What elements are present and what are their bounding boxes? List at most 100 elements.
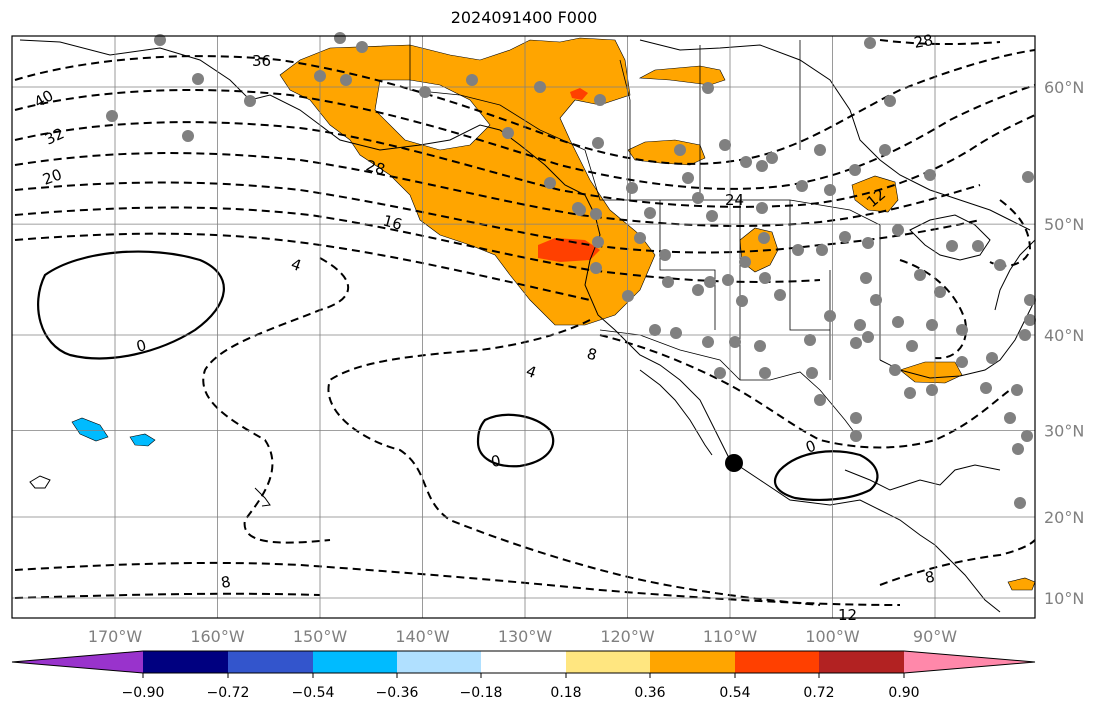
contour-label: 20 xyxy=(40,165,64,188)
contour-label: 8 xyxy=(220,573,233,592)
station-dot xyxy=(622,290,634,302)
colorbar-tick-label: −0.54 xyxy=(292,685,335,701)
station-dot xyxy=(980,382,992,394)
positive-anomaly-atlantic xyxy=(1007,577,1036,591)
station-dot xyxy=(340,74,352,86)
station-dot xyxy=(534,81,546,93)
station-dot xyxy=(870,294,882,306)
station-dot xyxy=(862,237,874,249)
contour-label: 8 xyxy=(585,344,599,364)
station-dot xyxy=(722,274,734,286)
station-dot xyxy=(759,367,771,379)
station-dot xyxy=(850,337,862,349)
station-dot xyxy=(956,324,968,336)
colorbar-segment xyxy=(228,651,313,673)
station-dot xyxy=(754,340,766,352)
province-lines xyxy=(619,40,801,200)
station-dot xyxy=(626,182,638,194)
station-dot xyxy=(756,160,768,172)
station-dot xyxy=(889,364,901,376)
station-dot xyxy=(244,95,256,107)
station-dot xyxy=(192,73,204,85)
station-dot xyxy=(850,412,862,424)
station-dot xyxy=(1022,171,1034,183)
contour-0-pacific xyxy=(37,250,225,360)
baja-california-coast xyxy=(639,369,713,456)
station-dot xyxy=(714,367,726,379)
longitude-label: 160°W xyxy=(190,627,245,646)
colorbar-segment xyxy=(481,651,566,673)
station-dot xyxy=(756,202,768,214)
station-dot xyxy=(106,110,118,122)
station-dot xyxy=(758,232,770,244)
contour-label: 0 xyxy=(134,336,148,356)
contour-8-south xyxy=(599,334,1011,449)
station-dot xyxy=(926,319,938,331)
station-dot xyxy=(590,208,602,220)
station-dot xyxy=(594,94,606,106)
station-dot xyxy=(926,384,938,396)
colorbar xyxy=(11,650,1036,674)
station-dot xyxy=(544,177,556,189)
station-dot xyxy=(592,236,604,248)
colorbar-tick-label: −0.72 xyxy=(207,685,250,701)
station-dot xyxy=(814,144,826,156)
contour-28-north xyxy=(879,39,1001,46)
station-dot xyxy=(659,249,671,261)
latitude-label: 20°N xyxy=(1044,508,1084,527)
station-dot xyxy=(849,164,861,176)
station-dot xyxy=(692,284,704,296)
station-dot xyxy=(182,130,194,142)
station-dot xyxy=(986,352,998,364)
longitude-label: 170°W xyxy=(88,627,143,646)
contour-28 xyxy=(14,114,1036,208)
contour-label: 28 xyxy=(913,31,935,52)
station-dot xyxy=(662,276,674,288)
station-dot xyxy=(574,204,586,216)
great-lakes xyxy=(909,214,991,261)
station-dot xyxy=(1011,384,1023,396)
colorbar-tick-label: −0.18 xyxy=(460,685,503,701)
colorbar-segment xyxy=(143,651,228,673)
station-dot xyxy=(682,172,694,184)
station-dot xyxy=(740,156,752,168)
station-dot xyxy=(892,224,904,236)
station-dot xyxy=(862,331,874,343)
station-dot xyxy=(466,74,478,86)
colorbar-segment xyxy=(566,651,650,673)
station-dot xyxy=(729,336,741,348)
station-dot xyxy=(814,394,826,406)
contour-32 xyxy=(14,84,1036,190)
station-dot xyxy=(879,144,891,156)
atlantic-coast xyxy=(994,239,1036,311)
station-dot xyxy=(1014,497,1026,509)
latitude-label: 40°N xyxy=(1044,326,1084,345)
colorbar-tick-label: −0.36 xyxy=(376,685,419,701)
station-dot xyxy=(1012,443,1024,455)
station-dot xyxy=(1024,294,1036,306)
contour-24 xyxy=(14,152,981,227)
colorbar-segment xyxy=(313,651,397,673)
station-dot xyxy=(994,259,1006,271)
colorbar-segment xyxy=(735,651,819,673)
colorbar-tick-label: 0.72 xyxy=(803,685,834,701)
station-dot xyxy=(924,169,936,181)
contour-4-central xyxy=(327,319,821,606)
station-dot xyxy=(792,244,804,256)
station-dot xyxy=(704,276,716,288)
station-dot xyxy=(592,137,604,149)
station-dot xyxy=(934,286,946,298)
station-dot xyxy=(864,37,876,49)
contour-16 xyxy=(14,206,821,283)
station-dot xyxy=(914,269,926,281)
colorbar-labels: −0.90 −0.72 −0.54 −0.36 −0.18 0.18 0.36 0.54 0.7… xyxy=(122,673,920,701)
station-dot xyxy=(719,139,731,151)
contour-36 xyxy=(14,49,1036,165)
station-dot xyxy=(759,272,771,284)
station-dot xyxy=(154,34,166,46)
colorbar-tick-label: 0.54 xyxy=(719,685,750,701)
latitude-label: 10°N xyxy=(1044,589,1084,608)
station-dot xyxy=(860,272,872,284)
station-dot xyxy=(1004,412,1016,424)
station-dot xyxy=(850,430,862,442)
